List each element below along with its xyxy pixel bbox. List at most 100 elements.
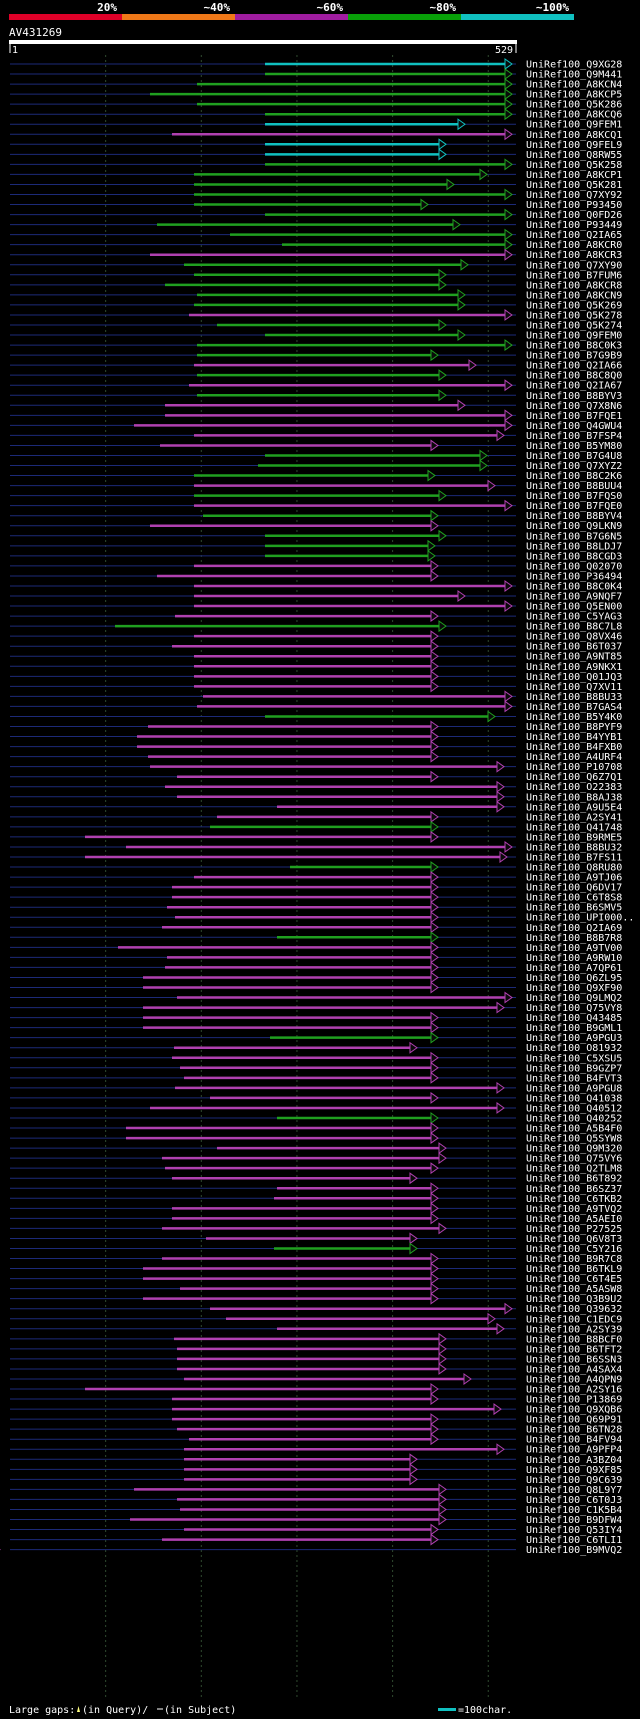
hit-label[interactable]: UniRef100_B4YYB1 <box>526 732 622 743</box>
hit-label[interactable]: UniRef100_B6T892 <box>526 1174 622 1185</box>
hit-label[interactable]: UniRef100_Q5K286 <box>526 100 622 111</box>
hit-label[interactable]: UniRef100_Q9XF85 <box>526 1465 622 1476</box>
hit-label[interactable]: UniRef100_Q6V8T3 <box>526 1234 622 1245</box>
hit-label[interactable]: UniRef100_Q7XY92 <box>526 190 622 201</box>
hit-label[interactable]: UniRef100_Q9LMQ2 <box>526 993 622 1004</box>
hit-label[interactable]: UniRef100_P10708 <box>526 762 622 773</box>
hit-label[interactable]: UniRef100_Q9FEM1 <box>526 120 622 131</box>
hit-label[interactable]: UniRef100_B9RME5 <box>526 832 622 843</box>
hit-label[interactable]: UniRef100_A9TVQ2 <box>526 1204 622 1215</box>
hit-label[interactable]: UniRef100_Q6ZL95 <box>526 973 622 984</box>
hit-label[interactable]: UniRef100_Q8VX46 <box>526 632 622 643</box>
hit-label[interactable]: UniRef100_Q9M441 <box>526 70 622 81</box>
hit-label[interactable]: UniRef100_P13869 <box>526 1395 622 1406</box>
hit-label[interactable]: UniRef100_B8BU33 <box>526 692 622 703</box>
hit-label[interactable]: UniRef100_P27525 <box>526 1224 622 1235</box>
hit-label[interactable]: UniRef100_Q3B9U2 <box>526 1294 622 1305</box>
hit-label[interactable]: UniRef100_B9MVQ2 <box>526 1545 622 1556</box>
hit-label[interactable]: UniRef100_B6TKL9 <box>526 1264 622 1275</box>
hit-label[interactable]: UniRef100_A4QPN9 <box>526 1374 622 1385</box>
hit-label[interactable]: UniRef100_B9GML1 <box>526 1023 622 1034</box>
hit-label[interactable]: UniRef100_B7FQE0 <box>526 501 622 512</box>
hit-label[interactable]: UniRef100_A9NKX1 <box>526 662 622 673</box>
hit-label[interactable]: UniRef100_C6T4E5 <box>526 1274 622 1285</box>
hit-label[interactable]: UniRef100_Q9C639 <box>526 1475 622 1486</box>
hit-label[interactable]: UniRef100_Q5K278 <box>526 310 622 321</box>
hit-label[interactable]: UniRef100_B8CGD3 <box>526 551 622 562</box>
hit-label[interactable]: UniRef100_B4FVT3 <box>526 1073 622 1084</box>
hit-label[interactable]: UniRef100_A8KCR8 <box>526 280 622 291</box>
hit-label[interactable]: UniRef100_A5AEI0 <box>526 1214 622 1225</box>
hit-label[interactable]: UniRef100_Q2IA69 <box>526 923 622 934</box>
hit-label[interactable]: UniRef100_B8C7L8 <box>526 622 622 633</box>
hit-label[interactable]: UniRef100_B7FQE1 <box>526 411 622 422</box>
hit-label[interactable]: UniRef100_B8C0K4 <box>526 581 622 592</box>
hit-label[interactable]: UniRef100_A8KCP5 <box>526 90 622 101</box>
hit-label[interactable]: UniRef100_B8B7R8 <box>526 933 622 944</box>
hit-label[interactable]: UniRef100_B8BYV3 <box>526 391 622 402</box>
hit-label[interactable]: UniRef100_Q40252 <box>526 1113 622 1124</box>
hit-label[interactable]: UniRef100_Q7XY90 <box>526 260 622 271</box>
hit-label[interactable]: UniRef100_A5ASW8 <box>526 1284 622 1295</box>
hit-label[interactable]: UniRef100_B8BU32 <box>526 842 622 853</box>
hit-label[interactable]: UniRef100_C1EDC9 <box>526 1314 622 1325</box>
hit-label[interactable]: UniRef100_B7FSP4 <box>526 431 622 442</box>
hit-label[interactable]: UniRef100_B7G6N5 <box>526 531 622 542</box>
hit-label[interactable]: UniRef100_Q9XF90 <box>526 983 622 994</box>
hit-label[interactable]: UniRef100_Q9XG28 <box>526 60 622 71</box>
hit-label[interactable]: UniRef100_A8KCR0 <box>526 240 622 251</box>
hit-label[interactable]: UniRef100_B7FUM6 <box>526 270 622 281</box>
hit-label[interactable]: UniRef100_Q53IY4 <box>526 1525 622 1536</box>
hit-label[interactable]: UniRef100_A4URF4 <box>526 752 622 763</box>
hit-label[interactable]: UniRef100_Q01JQ3 <box>526 672 622 683</box>
hit-label[interactable]: UniRef100_A9PGU3 <box>526 1033 622 1044</box>
hit-label[interactable]: UniRef100_Q5K281 <box>526 180 622 191</box>
hit-label[interactable]: UniRef100_B8BUU4 <box>526 481 622 492</box>
hit-label[interactable]: UniRef100_A8KCQ6 <box>526 110 622 121</box>
hit-label[interactable]: UniRef100_Q43485 <box>526 1013 622 1024</box>
hit-label[interactable]: UniRef100_Q02070 <box>526 561 622 572</box>
hit-label[interactable]: UniRef100_A7QP61 <box>526 963 622 974</box>
hit-label[interactable]: UniRef100_B4FXB0 <box>526 742 622 753</box>
hit-label[interactable]: UniRef100_B4FV94 <box>526 1435 622 1446</box>
hit-label[interactable]: UniRef100_Q9XQB6 <box>526 1405 622 1416</box>
hit-label[interactable]: UniRef100_B7FS11 <box>526 853 622 864</box>
hit-label[interactable]: UniRef100_B8BYV4 <box>526 511 622 522</box>
hit-label[interactable]: UniRef100_C6T8S8 <box>526 893 622 904</box>
hit-label[interactable]: UniRef100_B8LDJ7 <box>526 541 622 552</box>
hit-label[interactable]: UniRef100_Q7X8N6 <box>526 401 622 412</box>
hit-label[interactable]: UniRef100_Q8RU80 <box>526 863 622 874</box>
hit-label[interactable]: UniRef100_A9U5E4 <box>526 802 622 813</box>
hit-label[interactable]: UniRef100_B6SZ37 <box>526 1184 622 1195</box>
hit-label[interactable]: UniRef100_Q2IA67 <box>526 381 622 392</box>
hit-label[interactable]: UniRef100_C6TLI1 <box>526 1535 622 1546</box>
hit-label[interactable]: UniRef100_A2SY16 <box>526 1385 622 1396</box>
hit-label[interactable]: UniRef100_B8C2K6 <box>526 471 622 482</box>
hit-label[interactable]: UniRef100_Q6DV17 <box>526 883 622 894</box>
hit-label[interactable]: UniRef100_A5B4F0 <box>526 1124 622 1135</box>
hit-label[interactable]: UniRef100_Q0FD26 <box>526 210 622 221</box>
hit-label[interactable]: UniRef100_Q6Z7Q1 <box>526 772 622 783</box>
hit-label[interactable]: UniRef100_Q40512 <box>526 1103 622 1114</box>
hit-label[interactable]: UniRef100_B8PYF9 <box>526 722 622 733</box>
hit-label[interactable]: UniRef100_Q8RW55 <box>526 150 622 161</box>
hit-label[interactable]: UniRef100_Q9FEL9 <box>526 140 622 151</box>
hit-label[interactable]: UniRef100_Q75VY6 <box>526 1154 622 1165</box>
hit-label[interactable]: UniRef100_B8C0K3 <box>526 341 622 352</box>
hit-label[interactable]: UniRef100_A9RW10 <box>526 953 622 964</box>
hit-label[interactable]: UniRef100_Q4GWU4 <box>526 421 622 432</box>
hit-label[interactable]: UniRef100_B9GZP7 <box>526 1063 622 1074</box>
hit-label[interactable]: UniRef100_C6T0J3 <box>526 1495 622 1506</box>
hit-label[interactable]: UniRef100_Q5EN00 <box>526 602 622 613</box>
hit-label[interactable]: UniRef100_Q39632 <box>526 1304 622 1315</box>
hit-label[interactable]: UniRef100_B7G9B9 <box>526 351 622 362</box>
hit-label[interactable]: UniRef100_A9PFP4 <box>526 1445 622 1456</box>
hit-label[interactable]: UniRef100_Q2TLM8 <box>526 1164 622 1175</box>
hit-label[interactable]: UniRef100_A9PGU8 <box>526 1083 622 1094</box>
hit-label[interactable]: UniRef100_Q7XV11 <box>526 682 622 693</box>
hit-label[interactable]: UniRef100_Q75VY8 <box>526 1003 622 1014</box>
hit-label[interactable]: UniRef100_P36494 <box>526 571 622 582</box>
hit-label[interactable]: UniRef100_A2SY39 <box>526 1324 622 1335</box>
hit-label[interactable]: UniRef100_B6T037 <box>526 642 622 653</box>
hit-label[interactable]: UniRef100_C1K5B4 <box>526 1505 622 1516</box>
